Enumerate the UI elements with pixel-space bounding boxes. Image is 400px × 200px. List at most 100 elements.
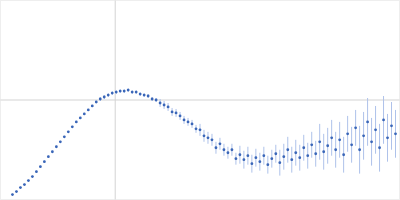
error-bar <box>235 153 236 165</box>
data-point <box>282 155 285 158</box>
error-bar <box>168 103 169 111</box>
error-bar <box>219 138 220 150</box>
error-bar <box>192 120 193 128</box>
error-bar <box>108 93 109 97</box>
error-bar <box>263 147 264 165</box>
data-point <box>179 115 182 118</box>
data-point <box>242 158 245 161</box>
data-point <box>159 102 162 105</box>
error-bar <box>116 90 117 94</box>
data-point <box>11 193 14 196</box>
error-bar <box>251 155 252 173</box>
data-point <box>191 122 194 125</box>
data-point <box>79 117 82 120</box>
error-bar <box>20 187 21 189</box>
error-bar <box>152 97 153 101</box>
data-point <box>326 144 329 147</box>
data-point <box>310 143 313 146</box>
error-bar <box>140 92 141 96</box>
data-point <box>258 160 261 163</box>
error-bar <box>367 98 368 146</box>
data-point <box>143 94 146 97</box>
data-point <box>151 98 154 101</box>
error-bar <box>120 89 121 93</box>
error-bar <box>203 130 204 142</box>
data-point <box>290 158 293 161</box>
error-bar <box>359 126 360 174</box>
error-bar <box>259 153 260 171</box>
data-point <box>358 148 361 151</box>
data-point <box>99 98 102 101</box>
data-point <box>262 154 265 157</box>
error-bar <box>80 117 81 119</box>
data-point <box>306 154 309 157</box>
error-bar <box>343 137 344 173</box>
error-bar <box>164 101 165 109</box>
error-bar <box>307 143 308 169</box>
data-point <box>286 148 289 151</box>
error-bar <box>383 96 384 144</box>
data-point <box>394 132 397 135</box>
data-point <box>362 134 365 137</box>
error-bar <box>36 171 37 173</box>
data-point <box>342 153 345 156</box>
data-point <box>135 91 138 94</box>
data-point <box>55 145 58 148</box>
data-point <box>91 105 94 108</box>
data-point <box>302 146 305 149</box>
error-bar <box>68 131 69 133</box>
error-bar <box>255 149 256 167</box>
data-point <box>322 150 325 153</box>
error-bar <box>271 150 272 168</box>
error-bar <box>287 137 288 163</box>
error-bar <box>243 151 244 169</box>
error-bar <box>299 145 300 171</box>
data-point <box>386 136 389 139</box>
error-bar <box>128 88 129 92</box>
error-bar <box>311 132 312 158</box>
error-bar <box>12 194 13 196</box>
data-point <box>47 155 50 158</box>
data-point <box>370 140 373 143</box>
error-bar <box>96 101 97 103</box>
error-bar <box>231 144 232 156</box>
data-point <box>250 162 253 165</box>
error-bar <box>84 113 85 115</box>
error-bar <box>295 140 296 166</box>
error-bar <box>335 132 336 168</box>
data-point <box>254 156 257 159</box>
data-point <box>131 91 134 94</box>
y-grid-line <box>1 100 400 101</box>
error-bar <box>180 112 181 120</box>
error-bar <box>387 114 388 162</box>
data-point <box>123 90 126 93</box>
error-bar <box>112 91 113 95</box>
error-bar <box>267 156 268 174</box>
data-point <box>215 146 218 149</box>
error-bar <box>363 112 364 160</box>
error-bar <box>283 144 284 170</box>
data-point <box>119 90 122 93</box>
error-bar <box>136 90 137 94</box>
data-point <box>390 124 393 127</box>
error-bar <box>72 126 73 128</box>
data-point <box>35 170 38 173</box>
data-point <box>171 111 174 114</box>
error-bar <box>56 146 57 148</box>
data-point <box>330 136 333 139</box>
data-point <box>63 135 66 138</box>
data-point <box>107 94 110 97</box>
error-bar <box>16 191 17 193</box>
error-bar <box>227 147 228 159</box>
error-bar <box>64 136 65 138</box>
data-point <box>15 190 18 193</box>
data-point <box>231 148 234 151</box>
error-bar <box>124 89 125 93</box>
chart <box>0 0 400 200</box>
error-bar <box>379 124 380 172</box>
error-bar <box>207 132 208 144</box>
error-bar <box>215 142 216 154</box>
error-bar <box>40 166 41 168</box>
error-bar <box>184 116 185 124</box>
data-point <box>115 91 118 94</box>
